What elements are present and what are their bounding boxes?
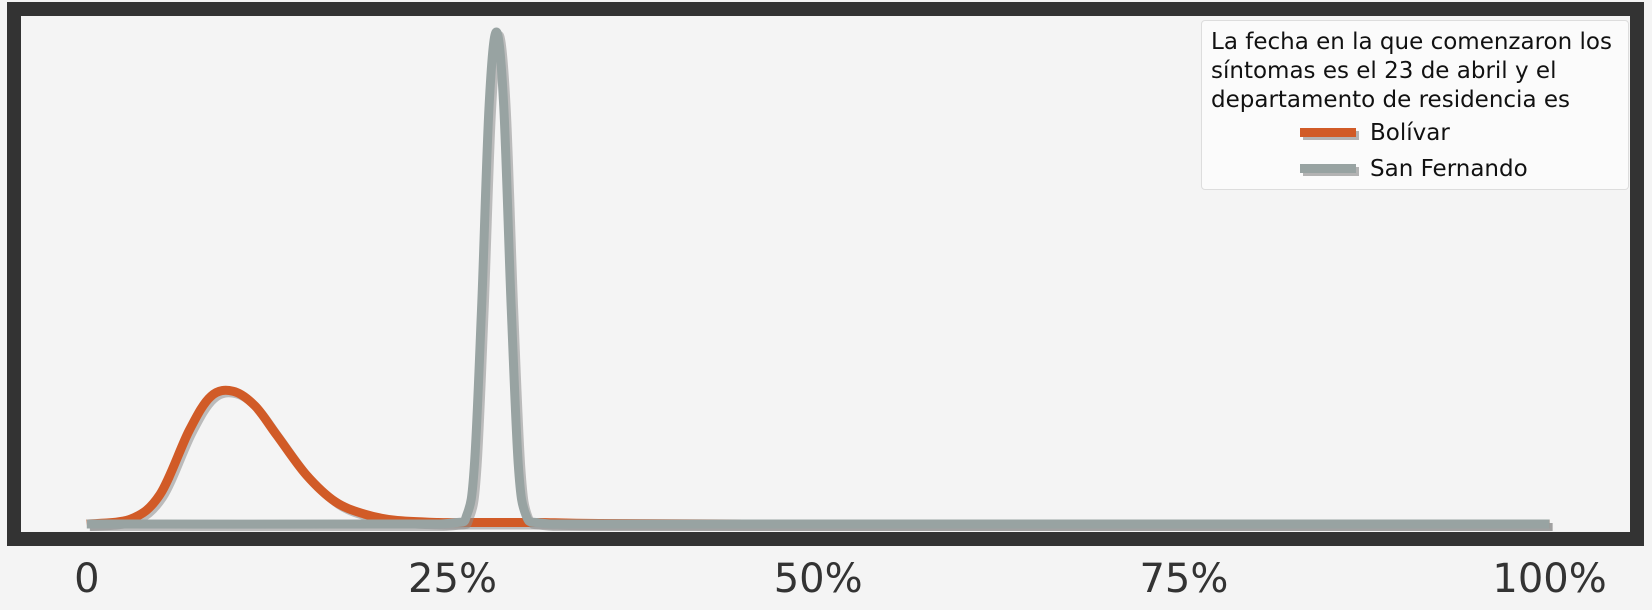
x-tick-label: 75% — [1139, 556, 1228, 602]
legend-swatch-bolivar — [1300, 128, 1359, 140]
x-tick-label: 25% — [408, 556, 497, 602]
series-line-san-fernando — [86, 27, 1550, 529]
legend-label-san-fernando: San Fernando — [1370, 156, 1528, 182]
legend-label-bolivar: Bolívar — [1370, 120, 1450, 146]
legend-entry-san-fernando: San Fernando — [1300, 151, 1619, 187]
legend-title: La fecha en la que comenzaron los síntom… — [1211, 29, 1612, 113]
x-tick-label: 0 — [74, 556, 99, 602]
legend-swatch-san-fernando — [1300, 164, 1359, 176]
x-tick-label: 100% — [1492, 556, 1606, 602]
x-tick-label: 50% — [774, 556, 863, 602]
series-layer — [86, 27, 1553, 532]
x-axis-ticks: 0 25% 50% 75% 100% — [74, 556, 1607, 602]
legend: La fecha en la que comenzaron los síntom… — [1201, 20, 1629, 190]
legend-entry-bolivar: Bolívar — [1300, 115, 1619, 151]
